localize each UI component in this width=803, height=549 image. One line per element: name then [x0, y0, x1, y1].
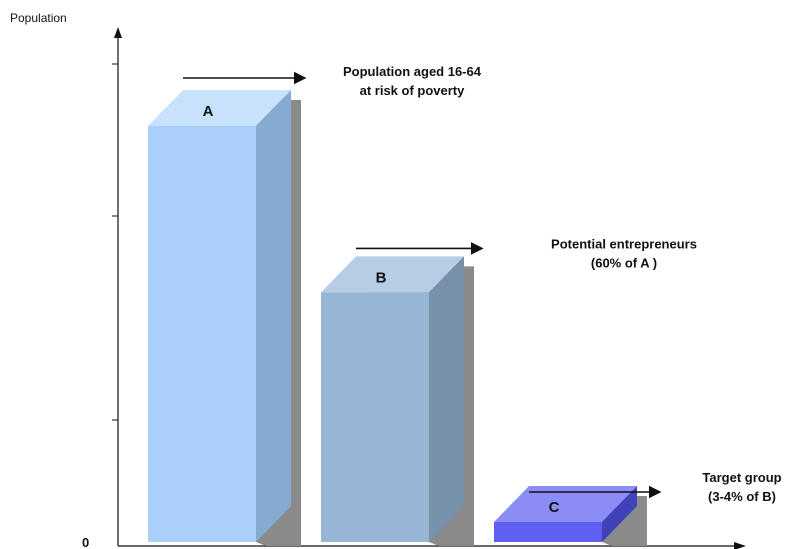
annotation-text: Target group — [702, 470, 781, 485]
y-axis-label: Population — [10, 11, 67, 25]
y-axis-arrow-icon — [114, 27, 122, 38]
annotation-text: (3-4% of B) — [708, 489, 776, 504]
y-zero-label: 0 — [82, 535, 89, 549]
bar-top-face — [321, 256, 464, 293]
x-axis-arrow-icon — [734, 542, 746, 549]
annotation-text: Potential entrepreneurs — [551, 236, 697, 251]
annotation-text: Population aged 16-64 — [343, 64, 482, 79]
bar-front-face — [148, 126, 256, 542]
bar-c: C — [494, 486, 647, 546]
bar-a: A — [148, 90, 301, 546]
bar-top-face — [148, 90, 291, 126]
bar-label-c: C — [549, 499, 560, 516]
bars-layer: A B C — [148, 90, 647, 546]
annotation-text: at risk of poverty — [360, 83, 466, 98]
bar-side-face — [256, 90, 291, 542]
annotations-layer: Population aged 16-64 at risk of poverty P… — [183, 64, 782, 504]
annotation-text: (60% of A ) — [591, 255, 657, 270]
bar-top-face — [494, 486, 637, 522]
bar-b: B — [321, 256, 474, 546]
bar-front-face — [321, 292, 429, 542]
bar-front-face — [494, 522, 602, 542]
bar-label-b: B — [376, 269, 387, 286]
bar-side-face — [429, 256, 464, 542]
bar-side-face — [602, 486, 637, 542]
bar-label-a: A — [203, 103, 214, 120]
